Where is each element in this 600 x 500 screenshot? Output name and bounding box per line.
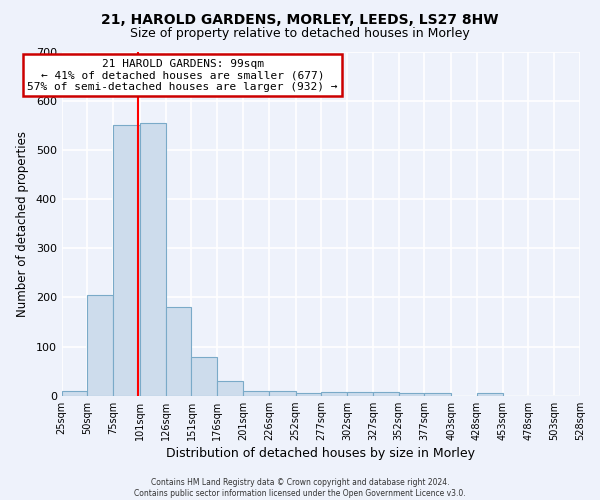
Bar <box>88 295 113 396</box>
Bar <box>140 123 166 396</box>
Bar <box>424 393 451 396</box>
X-axis label: Distribution of detached houses by size in Morley: Distribution of detached houses by size … <box>166 447 475 460</box>
Bar <box>217 381 243 396</box>
Y-axis label: Number of detached properties: Number of detached properties <box>16 130 29 316</box>
Text: 21, HAROLD GARDENS, MORLEY, LEEDS, LS27 8HW: 21, HAROLD GARDENS, MORLEY, LEEDS, LS27 … <box>101 12 499 26</box>
Text: Size of property relative to detached houses in Morley: Size of property relative to detached ho… <box>130 28 470 40</box>
Bar <box>477 393 503 396</box>
Bar <box>322 392 347 396</box>
Bar <box>269 391 296 396</box>
Bar <box>191 358 217 396</box>
Bar <box>373 392 398 396</box>
Bar <box>243 391 269 396</box>
Bar <box>62 391 88 396</box>
Text: 21 HAROLD GARDENS: 99sqm
← 41% of detached houses are smaller (677)
57% of semi-: 21 HAROLD GARDENS: 99sqm ← 41% of detach… <box>28 58 338 92</box>
Bar <box>166 307 191 396</box>
Bar <box>113 126 140 396</box>
Bar <box>398 393 424 396</box>
Bar <box>347 392 373 396</box>
Text: Contains HM Land Registry data © Crown copyright and database right 2024.
Contai: Contains HM Land Registry data © Crown c… <box>134 478 466 498</box>
Bar <box>296 393 322 396</box>
